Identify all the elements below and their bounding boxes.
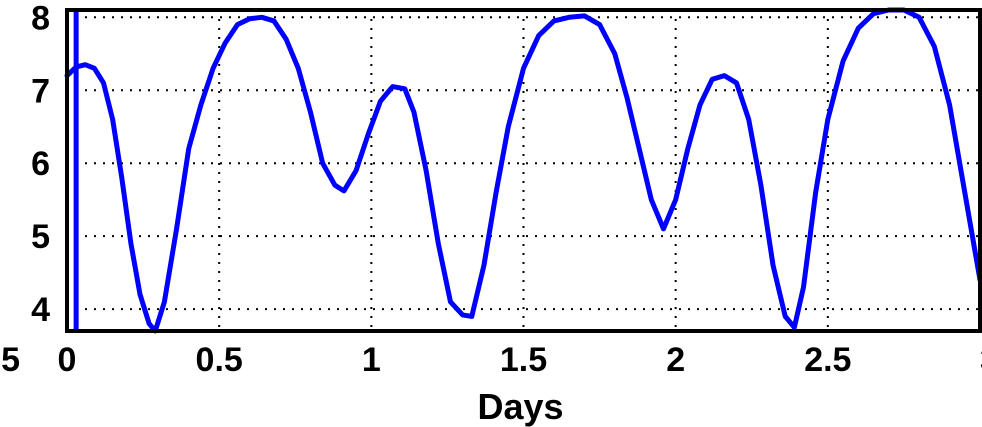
y-tick-label: 8 <box>31 0 50 37</box>
x-tick-label: 1 <box>362 341 381 379</box>
x-tick-label: 2 <box>666 341 685 379</box>
y-tick-label: 4 <box>31 291 50 329</box>
x-tick-label: 2.5 <box>804 341 851 379</box>
x-tick-label: 0 <box>58 341 77 379</box>
plot-frame <box>65 8 982 333</box>
y-tick-label: 5 <box>31 218 50 256</box>
y-tick-label: 6 <box>31 145 50 183</box>
x-tick-label: .5 <box>0 341 20 379</box>
x-tick-label: 3 <box>980 341 982 379</box>
y-tick-labels: 4 5 6 7 8 <box>31 0 50 329</box>
x-tick-label: 0.5 <box>196 341 243 379</box>
x-tick-label: 1.5 <box>500 341 547 379</box>
x-tick-labels: .5 0 0.5 1 1.5 2 2.5 3 <box>0 341 982 379</box>
y-tick-label: 7 <box>31 72 50 110</box>
series-line <box>64 7 982 334</box>
x-axis-label: Days <box>477 386 563 427</box>
series-layer <box>64 7 982 334</box>
